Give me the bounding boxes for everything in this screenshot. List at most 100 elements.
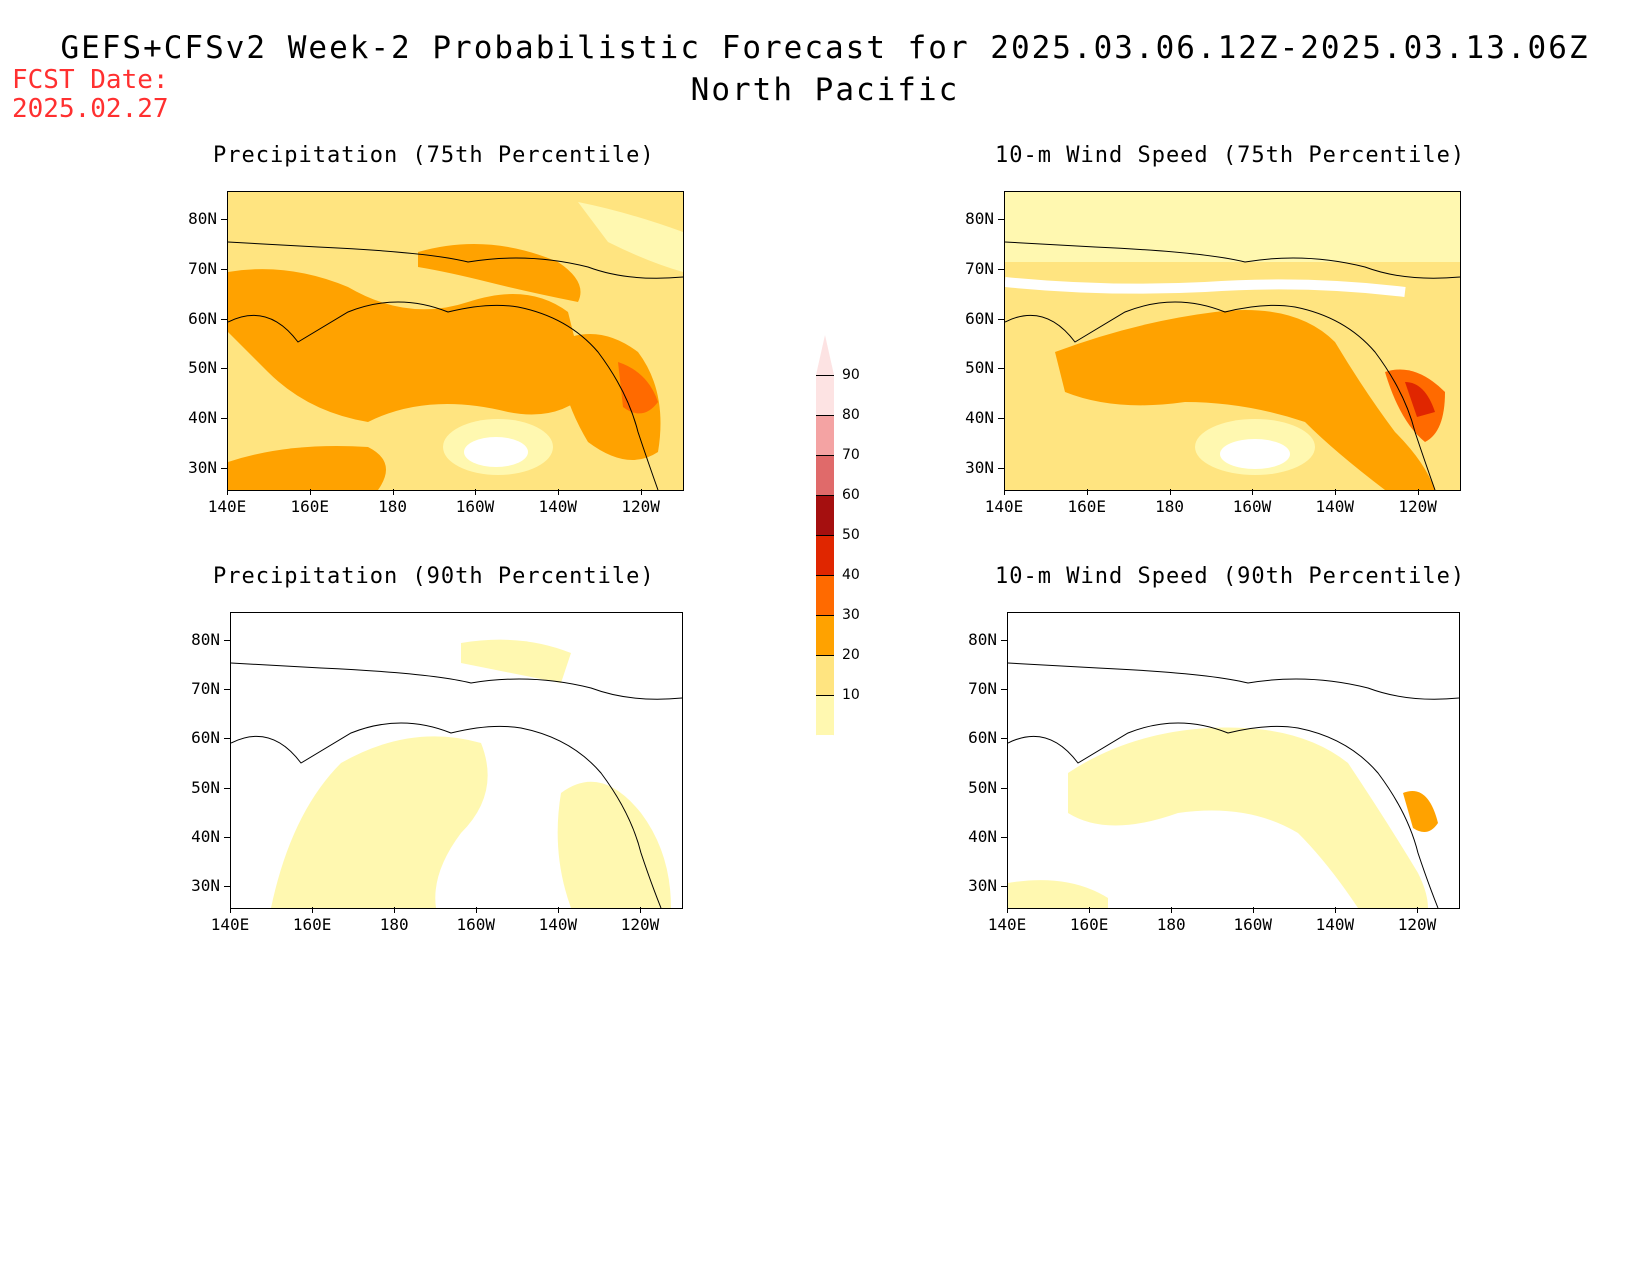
colorbar-swatch [816,655,834,696]
colorbar-swatch [816,575,834,616]
lat-label: 40N [965,408,994,428]
lon-tick [1417,489,1419,495]
lat-label: 70N [965,259,994,279]
lon-label: 120W [620,915,660,934]
region-subtitle: North Pacific [690,72,960,108]
lat-label: 30N [191,875,220,895]
lat-label: 60N [191,728,220,748]
lat-tick [221,467,227,469]
lon-label: 140E [987,915,1027,934]
colorbar-label: 70 [842,447,860,463]
lon-label: 120W [1397,915,1437,934]
lon-tick [1334,489,1336,495]
lat-tick [221,368,227,370]
lon-tick [312,907,314,913]
lon-label: 140W [538,915,578,934]
lon-label: 140W [1315,497,1355,516]
lon-label: 180 [1156,915,1186,934]
lon-tick [309,489,311,495]
colorbar-label: 10 [842,687,860,703]
lat-tick [1001,689,1007,691]
lon-tick [1416,907,1418,913]
lon-label: 160E [290,497,330,516]
lon-tick [1086,489,1088,495]
lat-label: 70N [968,679,997,699]
lon-tick [394,907,396,913]
panel-title: 10-m Wind Speed (75th Percentile) [995,143,1466,168]
colorbar-label: 50 [842,527,860,543]
lon-tick [639,907,641,913]
lat-label: 60N [188,308,217,328]
lon-label: 140W [1315,915,1355,934]
panel-title: 10-m Wind Speed (90th Percentile) [995,564,1466,589]
lon-tick [557,907,559,913]
lon-label: 120W [1398,497,1437,516]
lon-tick [227,489,228,495]
lon-label: 180 [379,915,409,934]
lon-tick [1334,907,1336,913]
lat-label: 80N [188,209,217,229]
lon-tick [474,489,476,495]
lat-label: 70N [188,259,217,279]
lat-tick [1001,787,1007,789]
lon-label: 180 [378,497,408,516]
lon-tick [1089,907,1091,913]
lat-label: 30N [965,457,994,477]
lat-label: 50N [188,358,217,378]
colorbar-label: 80 [842,407,860,423]
lat-tick [998,318,1004,320]
map-wind-75 [1004,191,1461,491]
map-precip-75 [227,191,684,491]
lat-tick [224,787,230,789]
lon-tick [392,489,394,495]
colorbar-swatch [816,375,834,416]
lat-label: 80N [965,209,994,229]
forecast-date-value: 2025.02.27 [12,94,169,124]
lon-tick [230,907,231,913]
lon-label: 180 [1155,497,1185,516]
lon-label: 160E [1069,915,1109,934]
lat-tick [1001,640,1007,642]
lon-label: 160W [1232,497,1272,516]
map-precip-90 [230,612,683,909]
lat-tick [221,318,227,320]
lon-tick [640,489,642,495]
colorbar-label: 40 [842,567,860,583]
lat-tick [998,418,1004,420]
lat-label: 60N [965,308,994,328]
colorbar-label: 30 [842,607,860,623]
colorbar-swatch [816,615,834,656]
colorbar-swatch [816,415,834,456]
panel-title: Precipitation (90th Percentile) [213,564,655,589]
lat-label: 40N [188,408,217,428]
colorbar-label: 60 [842,487,860,503]
lon-label: 140E [210,915,250,934]
lat-tick [221,269,227,271]
lat-tick [998,368,1004,370]
forecast-date-label: FCST Date: [12,65,169,95]
lon-label: 140E [207,497,247,516]
lat-label: 30N [188,457,217,477]
forecast-date-block: FCST Date: 2025.02.27 [12,66,169,124]
lat-tick [224,738,230,740]
colorbar-swatch [816,455,834,496]
lat-tick [224,836,230,838]
lat-tick [224,885,230,887]
lat-label: 60N [968,728,997,748]
lon-label: 140E [984,497,1024,516]
lat-tick [998,467,1004,469]
lat-tick [221,219,227,221]
lat-label: 40N [191,826,220,846]
lon-label: 160W [455,497,495,516]
lon-label: 160E [1067,497,1107,516]
panel-title: Precipitation (75th Percentile) [213,143,655,168]
lat-label: 80N [191,630,220,650]
colorbar-swatch [816,695,834,736]
lat-label: 70N [191,679,220,699]
lon-tick [1004,489,1005,495]
colorbar-swatch [816,495,834,536]
colorbar-bottom-cap [816,735,834,775]
lat-label: 50N [191,777,220,797]
lat-label: 40N [968,826,997,846]
lon-tick [1252,907,1254,913]
